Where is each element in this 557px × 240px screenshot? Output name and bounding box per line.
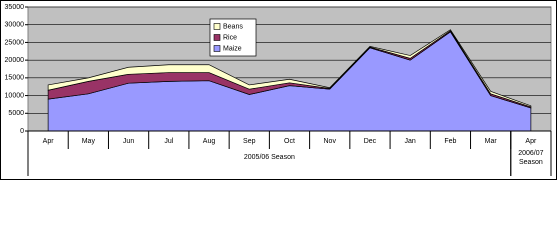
y-tick-label: 10000 xyxy=(5,92,25,99)
y-tick-label: 15000 xyxy=(5,75,25,82)
x-tick-label: Mar xyxy=(485,138,498,145)
chart: 0 5000 10000 15000 20000 25000 30000 35000 Apr Ma… xyxy=(0,0,557,180)
x-tick-label: Feb xyxy=(444,138,456,145)
x-tick-label: Apr xyxy=(525,138,537,145)
x-tick-label: Jan xyxy=(405,138,416,145)
y-tick-label: 0 xyxy=(20,128,24,135)
legend-swatch xyxy=(213,34,221,41)
x-tick-label: Oct xyxy=(284,138,295,145)
x-tick-label: Aug xyxy=(203,138,216,145)
x-tick-label: Sep xyxy=(243,138,256,145)
x-tick-label: Apr xyxy=(43,138,55,145)
x-tick-label: Jul xyxy=(164,138,173,145)
y-tick-label: 20000 xyxy=(5,57,25,64)
x-tick-label: Jun xyxy=(123,138,134,145)
x-tick-label: Dec xyxy=(364,138,377,145)
y-tick-label: 5000 xyxy=(8,110,24,117)
legend-swatch xyxy=(213,45,221,52)
legend-label: Rice xyxy=(223,34,237,41)
x-tick-label: May xyxy=(82,138,96,145)
area-series xyxy=(47,29,532,108)
y-tick-label: 35000 xyxy=(5,4,25,11)
y-tick-label: 25000 xyxy=(5,39,25,46)
y-tick-label: 30000 xyxy=(5,22,25,29)
legend-label: Beans xyxy=(223,23,243,30)
legend-swatch xyxy=(213,23,221,30)
x-tick-label: Nov xyxy=(324,138,337,145)
group-label: 2006/07 Season xyxy=(518,150,544,166)
chart-frame: 0 5000 10000 15000 20000 25000 30000 35000 Apr Ma… xyxy=(0,0,557,180)
group-label: 2005/06 Season xyxy=(243,154,295,161)
legend-label: Maize xyxy=(223,45,242,52)
